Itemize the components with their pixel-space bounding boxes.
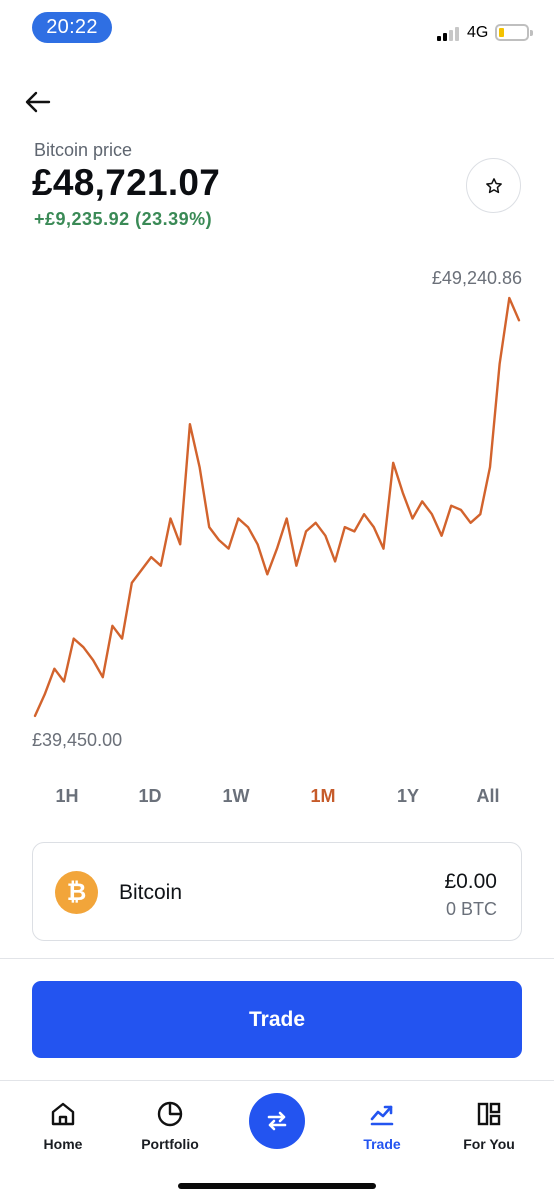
asset-fiat-balance: £0.00 — [444, 870, 497, 893]
range-1h[interactable]: 1H — [55, 786, 79, 806]
price-value: £48,721.07 — [32, 162, 221, 203]
nav-for-you-label: For You — [463, 1136, 515, 1152]
pie-chart-icon — [157, 1101, 183, 1127]
nav-home-label: Home — [43, 1136, 83, 1152]
nav-portfolio[interactable]: Portfolio — [125, 1098, 215, 1158]
home-indicator — [178, 1183, 376, 1189]
range-1d[interactable]: 1D — [138, 786, 162, 806]
status-time: 20:22 — [32, 12, 112, 43]
range-1y[interactable]: 1Y — [396, 786, 420, 806]
divider — [0, 958, 554, 959]
swap-arrows-icon — [267, 1111, 287, 1131]
nav-trade[interactable]: Trade — [337, 1098, 427, 1158]
watchlist-button[interactable] — [466, 158, 521, 213]
status-bar: 20:22 4G — [0, 0, 554, 56]
nav-portfolio-label: Portfolio — [141, 1136, 199, 1152]
nav-trade-label: Trade — [363, 1136, 401, 1152]
bitcoin-logo-icon: ₿ — [55, 871, 98, 914]
transfer-button[interactable] — [249, 1093, 305, 1149]
trend-up-icon — [370, 1105, 394, 1126]
home-icon — [51, 1102, 75, 1126]
price-chart[interactable] — [0, 280, 554, 730]
range-selector: 1H 1D 1W 1M 1Y All — [0, 786, 554, 816]
range-1m[interactable]: 1M — [310, 786, 336, 806]
chart-high-label: £49,240.86 — [431, 268, 522, 288]
divider — [0, 1080, 554, 1081]
network-type: 4G — [467, 24, 489, 41]
signal-icon — [437, 25, 463, 41]
battery-icon — [495, 24, 533, 41]
back-button[interactable] — [22, 86, 54, 118]
arrow-left-icon — [25, 91, 51, 113]
asset-name: Bitcoin — [119, 881, 183, 904]
nav-for-you[interactable]: For You — [444, 1098, 534, 1158]
asset-crypto-balance: 0 BTC — [445, 899, 497, 919]
nav-home[interactable]: Home — [18, 1098, 108, 1158]
trade-button[interactable]: Trade — [32, 981, 522, 1058]
price-line — [33, 296, 521, 718]
price-change: +£9,235.92 (23.39%) — [34, 209, 213, 229]
range-all[interactable]: All — [476, 786, 500, 806]
asset-card[interactable]: ₿ Bitcoin £0.00 0 BTC — [32, 842, 522, 941]
price-label: Bitcoin price — [34, 140, 133, 160]
chart-low-label: £39,450.00 — [32, 730, 123, 750]
grid-icon — [477, 1102, 501, 1126]
range-1w[interactable]: 1W — [222, 786, 250, 806]
star-icon — [485, 177, 502, 193]
